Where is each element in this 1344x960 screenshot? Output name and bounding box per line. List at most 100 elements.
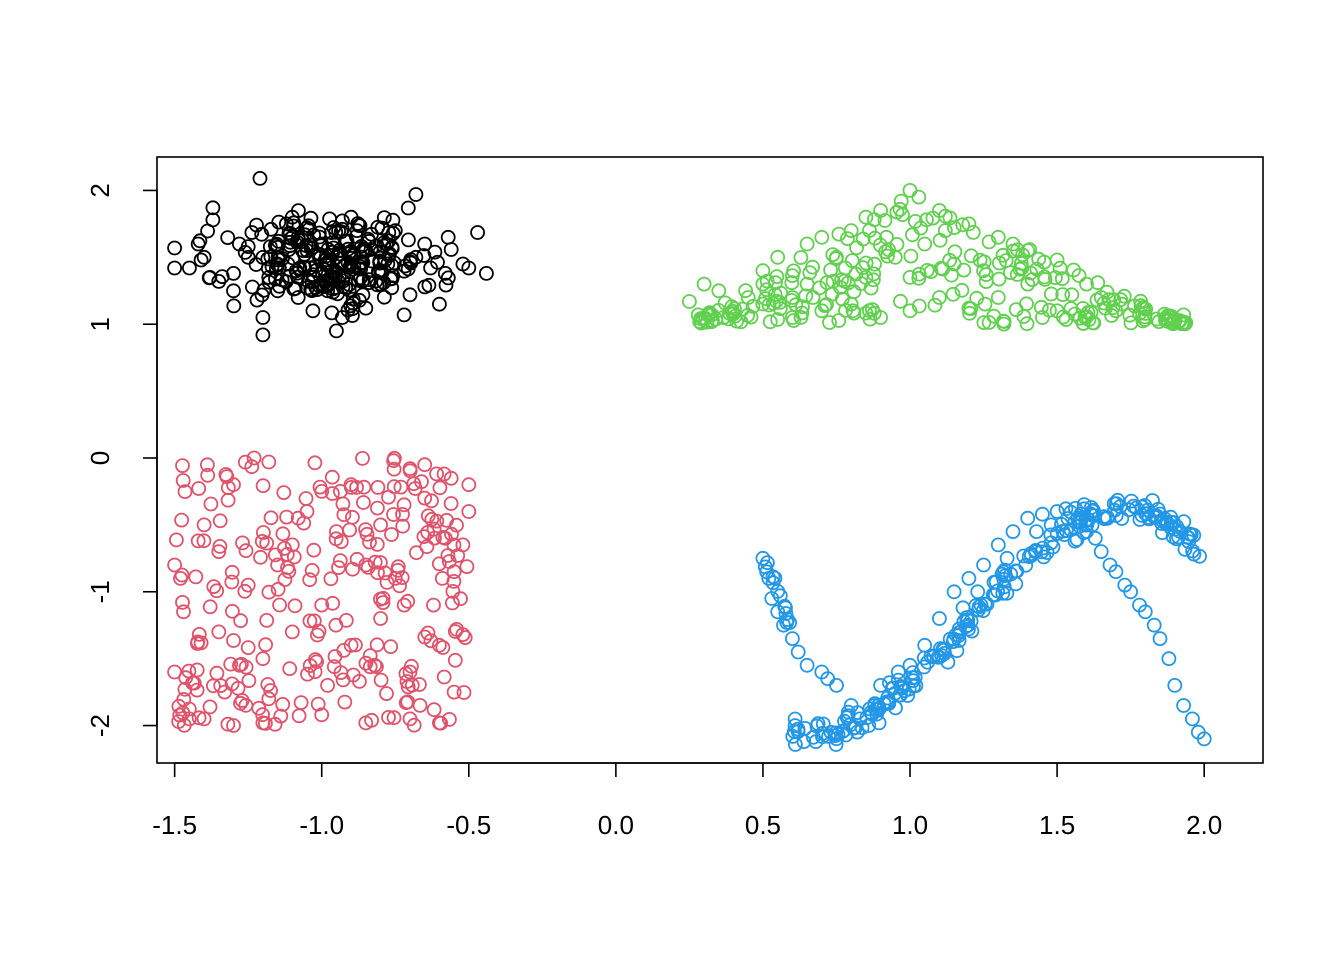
data-point: [1049, 252, 1065, 268]
data-point: [461, 260, 477, 276]
data-point: [1196, 731, 1212, 747]
data-point: [395, 507, 410, 522]
data-point: [327, 649, 343, 664]
data-point: [1003, 265, 1018, 281]
data-point: [212, 513, 228, 529]
data-point: [203, 496, 219, 512]
data-point: [252, 170, 268, 186]
data-point: [190, 533, 206, 549]
data-point: [384, 280, 400, 296]
data-point: [849, 724, 865, 740]
data-point: [282, 661, 298, 677]
data-point: [369, 537, 385, 552]
data-point: [320, 678, 336, 693]
data-point: [794, 305, 810, 321]
data-point: [981, 315, 997, 330]
data-point: [423, 633, 439, 649]
data-point: [362, 648, 378, 663]
data-point: [200, 467, 216, 483]
data-point: [976, 263, 991, 279]
data-point: [772, 588, 788, 604]
data-point: [431, 637, 447, 653]
data-point: [190, 634, 206, 650]
data-point: [202, 599, 218, 615]
data-point: [990, 537, 1006, 553]
data-point: [287, 598, 303, 614]
data-point: [1090, 275, 1106, 291]
data-point: [368, 659, 384, 675]
data-point: [1035, 540, 1051, 556]
data-point: [396, 597, 412, 613]
y-tick-label: 0: [85, 451, 115, 465]
data-point: [361, 272, 377, 288]
data-point: [367, 554, 383, 570]
data-point: [970, 584, 986, 600]
data-point: [1121, 502, 1137, 518]
data-point: [376, 289, 392, 305]
data-point: [237, 583, 253, 599]
data-point: [211, 544, 227, 559]
data-point: [209, 583, 225, 599]
data-point: [275, 697, 291, 712]
data-point: [393, 479, 409, 495]
data-point: [255, 310, 271, 325]
data-point: [219, 469, 235, 485]
data-point: [238, 697, 254, 713]
data-point: [259, 535, 275, 551]
data-point: [260, 677, 276, 692]
data-point: [440, 229, 456, 245]
data-point: [364, 712, 380, 728]
data-point: [259, 613, 275, 628]
data-point: [246, 450, 262, 466]
data-point: [696, 276, 712, 292]
data-point: [332, 553, 348, 568]
data-point: [196, 533, 212, 549]
data-point: [802, 265, 818, 281]
data-point: [1055, 287, 1071, 303]
y-tick-label: -1: [85, 580, 115, 603]
data-point: [1005, 524, 1021, 539]
data-point: [902, 657, 918, 673]
data-point: [331, 274, 347, 290]
data-point: [202, 699, 218, 715]
data-point: [191, 481, 207, 496]
data-point: [174, 512, 190, 528]
series-3: [682, 182, 1194, 332]
data-point: [209, 665, 225, 681]
data-point: [889, 236, 905, 252]
data-point: [447, 652, 463, 668]
x-tick-label: 0.5: [745, 810, 781, 840]
data-point: [992, 255, 1007, 271]
data-point: [867, 230, 883, 246]
data-point: [787, 711, 803, 727]
data-point: [942, 252, 958, 268]
data-point: [457, 630, 473, 645]
data-point: [237, 244, 253, 260]
data-point: [934, 648, 949, 663]
data-point: [435, 640, 451, 655]
data-point: [403, 658, 419, 674]
data-point: [849, 240, 864, 256]
data-point: [189, 682, 205, 698]
data-point: [177, 484, 193, 500]
data-point: [328, 531, 344, 547]
data-point: [1164, 315, 1179, 331]
data-point: [1015, 247, 1030, 263]
data-point: [441, 712, 457, 727]
data-point: [314, 278, 330, 294]
data-point: [276, 485, 292, 501]
data-point: [968, 598, 984, 614]
data-point: [1049, 526, 1065, 541]
data-point: [303, 241, 319, 257]
data-point: [963, 248, 979, 264]
data-point: [338, 613, 354, 628]
data-point: [797, 721, 813, 736]
data-point: [358, 243, 373, 259]
data-point: [999, 550, 1015, 566]
data-point: [905, 227, 920, 243]
data-point: [278, 274, 294, 290]
data-point: [844, 253, 860, 269]
data-point: [1024, 272, 1040, 288]
data-point: [271, 214, 287, 230]
data-point: [317, 262, 333, 278]
